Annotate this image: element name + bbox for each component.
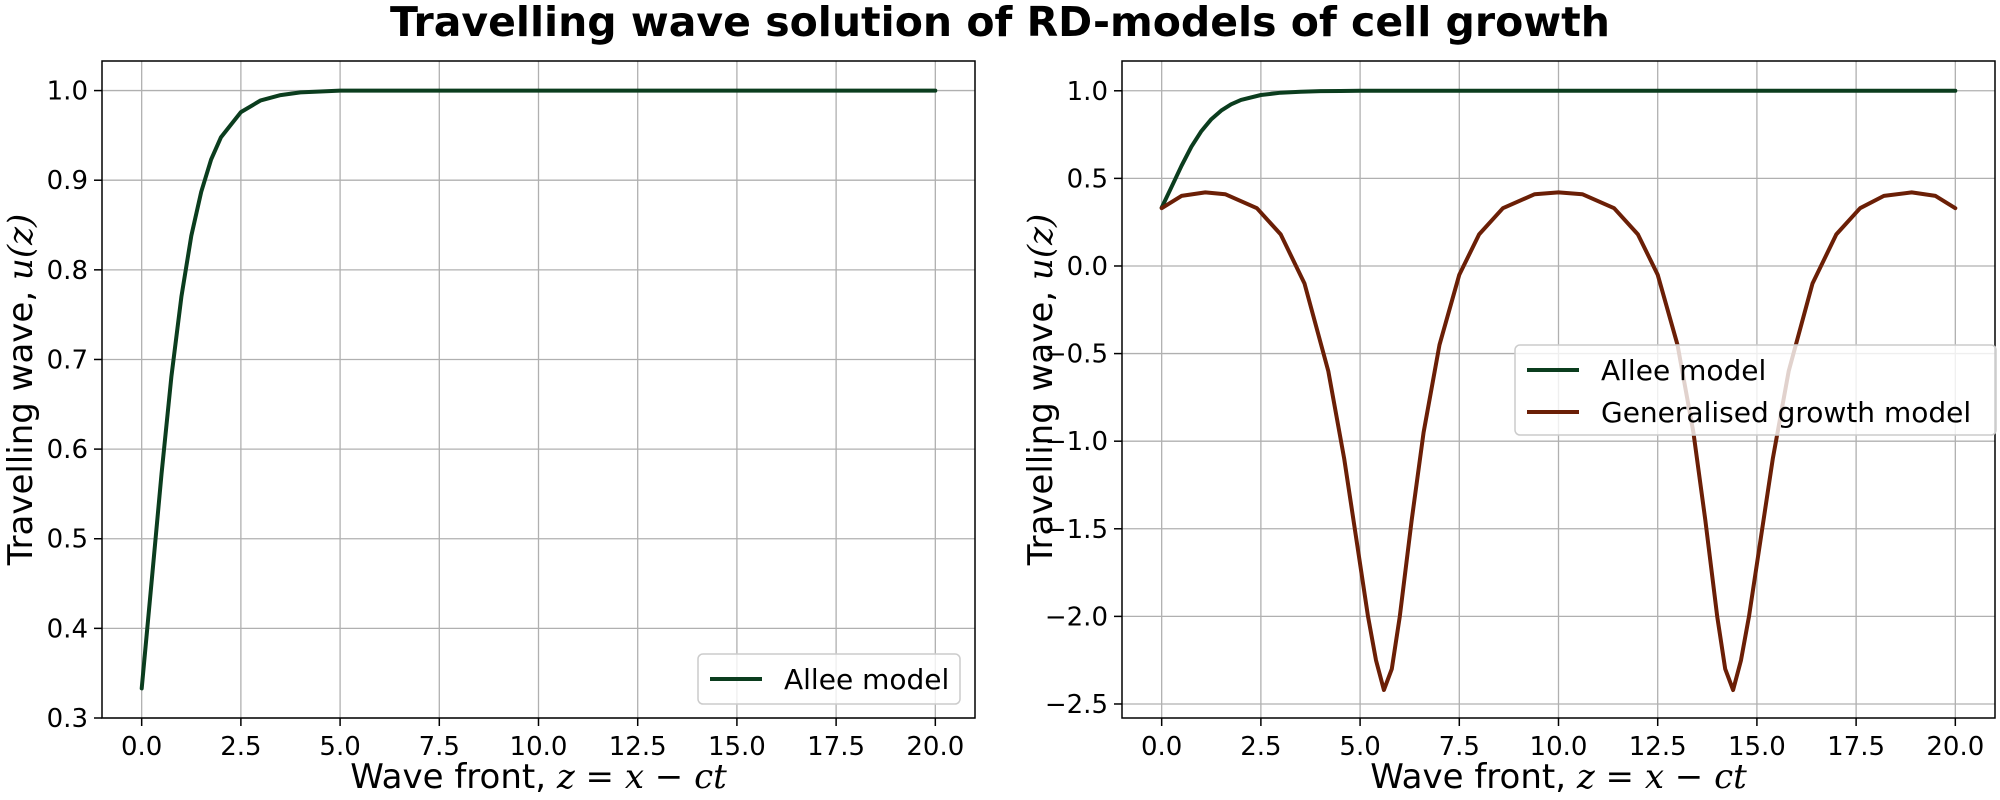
x-tick-label: 10.0 [510, 732, 568, 762]
x-tick-label: 12.5 [609, 732, 667, 762]
x-tick-label: 10.0 [1530, 732, 1588, 762]
left-plot: 0.0 2.5 5.0 7.5 10.0 12.5 15.0 17.5 20.0 0.3 0.4 0.… [1, 60, 976, 797]
figure-title: Travelling wave solution of RD-models of… [390, 0, 1610, 46]
x-tick-label: 7.5 [1439, 732, 1480, 762]
y-tick-label: 0.9 [47, 166, 88, 196]
y-tick-label: 0.0 [1067, 252, 1108, 282]
legend: Allee model [697, 653, 961, 705]
series-line-allee [1159, 88, 1958, 210]
y-tick-label: −2.5 [1045, 690, 1108, 720]
y-tick-label: 0.3 [47, 704, 88, 734]
y-tick-label: −0.5 [1045, 340, 1108, 370]
legend-label: Allee model [784, 663, 949, 696]
x-tick-label: 5.0 [1339, 732, 1380, 762]
y-tick-label: 0.5 [1067, 164, 1108, 194]
series-line-allee [139, 88, 938, 691]
y-axis-label: Travelling wave, u(z) [1021, 214, 1061, 567]
x-tick-label: 12.5 [1629, 732, 1687, 762]
y-tick-label: 0.7 [47, 345, 88, 375]
y-tick-label: −1.5 [1045, 515, 1108, 545]
legend-box [697, 653, 961, 705]
x-tick-label: 5.0 [319, 732, 360, 762]
x-tick-label: 20.0 [1926, 732, 1984, 762]
legend-label: Generalised growth model [1601, 396, 1971, 429]
y-tick-label: 0.4 [47, 614, 88, 644]
x-tick-label: 2.5 [220, 732, 261, 762]
y-tick-label: 1.0 [47, 77, 88, 107]
right-plot: 0.0 2.5 5.0 7.5 10.0 12.5 15.0 17.5 20.0 −2.5 −2.0… [1021, 60, 1997, 797]
legend: Allee model Generalised growth model [1514, 344, 1997, 436]
x-tick-label: 0.0 [121, 732, 162, 762]
legend-label: Allee model [1601, 354, 1766, 387]
x-tick-label: 7.5 [419, 732, 460, 762]
x-tick-label: 15.0 [1728, 732, 1786, 762]
y-tick-label: 0.6 [47, 435, 88, 465]
x-tick-label: 17.5 [1827, 732, 1885, 762]
y-tick-label: −1.0 [1045, 427, 1108, 457]
x-tick-label: 20.0 [906, 732, 964, 762]
legend-box [1514, 344, 1997, 436]
plot-frame [101, 60, 976, 719]
y-tick-label: 0.8 [47, 256, 88, 286]
y-tick-label: −2.0 [1045, 602, 1108, 632]
x-tick-label: 15.0 [708, 732, 766, 762]
x-axis-label: Wave front, z = x − ct [1370, 757, 1747, 797]
x-tick-label: 17.5 [807, 732, 865, 762]
x-axis-label: Wave front, z = x − ct [350, 757, 727, 797]
y-tick-label: 0.5 [47, 525, 88, 555]
y-axis-label: Travelling wave, u(z) [1, 214, 41, 567]
x-tick-label: 0.0 [1141, 732, 1182, 762]
y-tick-label: 1.0 [1067, 77, 1108, 107]
x-tick-label: 2.5 [1240, 732, 1281, 762]
